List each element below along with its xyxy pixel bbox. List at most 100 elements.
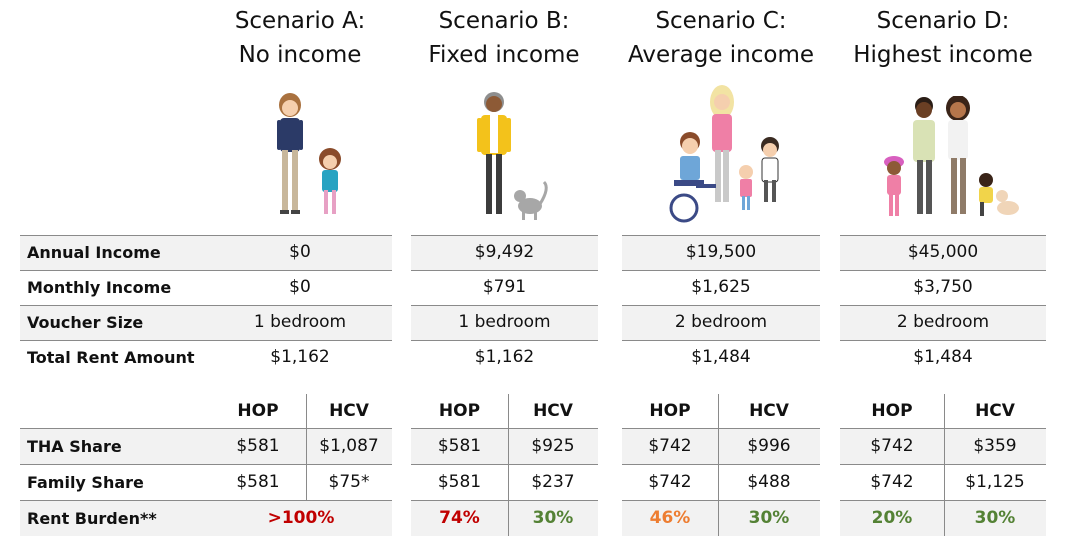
scenario-b-total-rent: $1,162 [474,347,535,367]
scenario-c-title-line2: Average income [628,42,814,68]
column-divider [718,394,719,536]
rule [840,340,1046,341]
rule [20,270,392,271]
rule [622,270,820,271]
scenario-b-monthly-income: $791 [482,277,527,297]
rent-burden-row-shade-c [622,501,820,536]
annual-income-row-shade-c [622,236,820,271]
scenario-d-voucher-size: 2 bedroom [896,312,990,332]
rent-burden-row-shade-d [840,501,1046,536]
scenario-d-annual-income: $45,000 [907,242,979,262]
scenario-d-rent-burden-hcv: 30% [974,508,1016,528]
two-parents-three-children-dog-figure [884,96,1019,216]
scenario-a-tha-hcv: $1,087 [319,436,379,456]
scenario-a-hcv-header: HCV [329,401,369,421]
voucher-size-row-shade-d [840,306,1046,341]
annual-income-row-shade-b [411,236,598,271]
scenario-d-tha-hop: $742 [870,436,914,456]
rule [411,428,598,429]
rule [840,235,1046,236]
voucher-size-row-shade-a [20,306,392,341]
rule [622,340,820,341]
rule [411,500,598,501]
scenario-b-rent-burden-hop: 74% [439,508,480,528]
scenario-d-title-line2: Highest income [853,42,1033,68]
tha-share-row-shade-b [411,429,598,464]
tha-share-row-shade-c [622,429,820,464]
scenario-d-hop-header: HOP [871,401,913,421]
scenario-b-title-line1: Scenario B: [438,8,570,34]
tha-share-row-shade-d [840,429,1046,464]
scenario-c-hcv-header: HCV [749,401,789,421]
scenario-c-voucher-size: 2 bedroom [674,312,768,332]
rule [840,464,1046,465]
voucher-size-label: Voucher Size [27,313,144,332]
rule [840,500,1046,501]
scenario-b-family-hcv: $237 [531,472,575,492]
column-divider [944,394,945,536]
scenario-a-rent-burden: >100% [267,508,335,528]
rule [20,428,392,429]
annual-income-row-shade-a [20,236,392,271]
scenario-d-monthly-income: $3,750 [913,277,973,297]
scenario-b-hcv-header: HCV [533,401,573,421]
tha-share-label: THA Share [27,437,122,456]
scenario-b-title-line2: Fixed income [428,42,580,68]
scenario-b-tha-hop: $581 [437,436,482,456]
tha-share-row-shade-a [20,429,392,464]
scenario-b-rent-burden-hcv: 30% [532,508,574,528]
rule [411,235,598,236]
scenario-c-title-line1: Scenario C: [655,8,787,34]
scenario-a-annual-income: $0 [289,242,311,262]
scenario-d-title-line1: Scenario D: [876,8,1010,34]
rule [840,428,1046,429]
scenario-a-family-hop: $581 [236,472,280,492]
scenario-b-title: Scenario B: Fixed income [404,4,604,72]
rule [20,500,392,501]
scenario-a-family-hcv: $75* [328,472,370,492]
rule [622,235,820,236]
rule [411,270,598,271]
scenario-b-family-hop: $581 [437,472,482,492]
rent-burden-label: Rent Burden** [27,509,157,528]
rule [20,235,392,236]
scenario-b-hop-header: HOP [438,401,481,421]
monthly-income-label: Monthly Income [27,278,172,297]
rule [20,340,392,341]
annual-income-row-shade-d [840,236,1046,271]
scenario-b-tha-hcv: $925 [531,436,575,456]
scenario-c-family-hcv: $488 [747,472,791,492]
scenario-a-monthly-income: $0 [289,277,311,297]
scenario-b-annual-income: $9,492 [474,242,535,262]
scenario-a-total-rent: $1,162 [270,347,330,367]
rule [20,305,392,306]
elderly-man-with-cat-figure [477,92,548,220]
rule [411,340,598,341]
scenario-d-family-hop: $742 [870,472,914,492]
scenario-d-tha-hcv: $359 [973,436,1017,456]
scenario-d-hcv-header: HCV [975,401,1015,421]
rent-burden-row-shade-a [20,501,392,536]
scenario-a-title-line1: Scenario A: [234,8,366,34]
mother-and-daughter-figure [277,93,341,214]
scenario-d-rent-burden-hop: 20% [871,508,913,528]
voucher-size-row-shade-b [411,306,598,341]
total-rent-label: Total Rent Amount [27,348,195,367]
scenario-c-tha-hcv: $996 [747,436,791,456]
rule [622,305,820,306]
rule [840,305,1046,306]
scenario-a-title-line2: No income [238,42,362,68]
scenario-c-hop-header: HOP [649,401,691,421]
annual-income-label: Annual Income [27,243,161,262]
scenario-a-title: Scenario A: No income [200,4,400,72]
scenario-b-voucher-size: 1 bedroom [458,312,551,332]
mother-with-three-children-wheelchair-figure [669,85,779,223]
rule [20,464,392,465]
scenario-c-tha-hop: $742 [648,436,692,456]
rule [411,464,598,465]
rule [622,464,820,465]
rent-burden-row-shade-b [411,501,598,536]
scenario-a-hop-header: HOP [237,401,279,421]
scenario-c-annual-income: $19,500 [685,242,757,262]
rule [411,305,598,306]
